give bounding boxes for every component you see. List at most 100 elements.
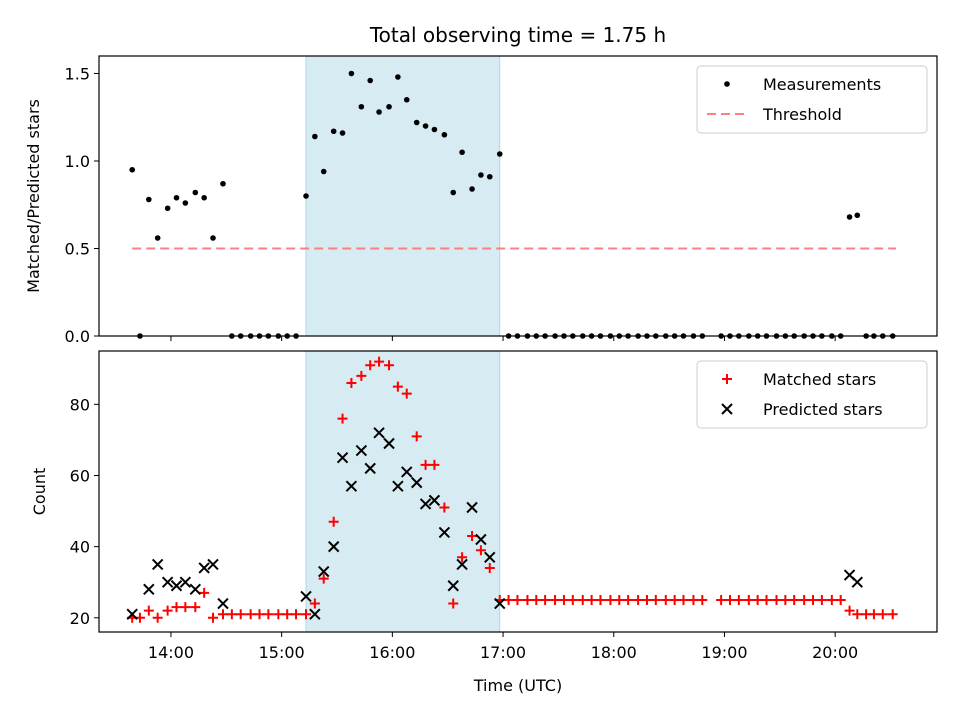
predicted-star-point [189, 583, 202, 596]
matched-star-point [273, 609, 284, 620]
observing-interval-shade [305, 55, 501, 337]
matched-star-point [401, 388, 412, 399]
predicted-star-point [466, 501, 478, 514]
measurement-point [450, 189, 457, 196]
matched-star-point [771, 594, 782, 605]
matched-star-point [420, 459, 431, 470]
matched-star-point [716, 594, 727, 605]
top-panel: 0.0 0.5 1.0 1.5 Matched/Predicted stars Mea… [24, 55, 938, 346]
matched-star-point [291, 609, 302, 620]
predicted-star-point [447, 580, 459, 592]
matched-star-point [761, 594, 772, 605]
predicted-star-point [327, 540, 340, 553]
matched-star-point [743, 594, 754, 605]
predicted-star-point [151, 558, 164, 571]
measurement-point [413, 119, 420, 126]
measurement-point [386, 103, 392, 110]
top-grid-ticks: 0.0 0.5 1.0 1.5 [65, 65, 836, 346]
predicted-star-point [161, 576, 174, 588]
measurement-point [173, 194, 180, 201]
matched-star-point [356, 370, 367, 381]
predicted-star-point [170, 580, 183, 592]
predicted-star-point [438, 526, 451, 539]
predicted-star-point [318, 565, 330, 578]
measurement-point [376, 109, 382, 115]
measurement-point [154, 235, 161, 241]
legend-box [696, 65, 928, 134]
matched-star-point [550, 594, 561, 605]
bottom-plot-frame [98, 350, 938, 633]
matched-star-point [567, 594, 578, 605]
matched-star-point [808, 594, 819, 605]
matched-star-point [346, 378, 357, 389]
predicted-star-point [475, 533, 487, 546]
predicted-star-point [300, 590, 312, 603]
x-tick-label: 15:00 [259, 643, 305, 662]
matched-star-point [448, 598, 459, 609]
predicted-star-point [419, 498, 432, 510]
measurement-point [192, 189, 199, 196]
matched-star-point [780, 594, 791, 605]
matched-star-point [877, 609, 888, 620]
predicted-star-point [392, 480, 404, 492]
matched-star-point [190, 602, 201, 613]
measurement-point [459, 149, 465, 156]
matched-star-point [457, 552, 468, 563]
legend-label: Predicted stars [763, 400, 883, 419]
bottom-legend: Matched stars Predicted stars [696, 360, 928, 429]
matched-star-point [852, 609, 863, 620]
predicted-star-point [143, 583, 155, 596]
x-tick-label: 16:00 [369, 643, 415, 662]
measurement-point [182, 200, 189, 206]
x-tick-label: 17:00 [480, 643, 526, 662]
matched-star-point [623, 594, 634, 605]
matched-star-point [318, 573, 329, 584]
x-tick-label: 18:00 [591, 643, 637, 662]
y-tick-label: 0.5 [65, 240, 90, 259]
measurement-point [431, 126, 438, 133]
matched-star-point [208, 612, 219, 623]
y-tick-label: 60 [70, 466, 90, 485]
predicted-star-point [364, 462, 376, 475]
matched-star-point [143, 605, 154, 616]
matched-star-point [475, 545, 486, 556]
matched-star-point [826, 594, 837, 605]
matched-star-point [512, 594, 523, 605]
predicted-star-point [383, 437, 395, 450]
measurement-point [312, 133, 318, 140]
measurement-point [201, 194, 207, 201]
matched-star-point [887, 609, 898, 620]
matched-star-point [697, 594, 708, 605]
matched-star-point [254, 609, 265, 620]
matched-star-point [429, 459, 440, 470]
y-tick-label: 80 [70, 395, 90, 414]
matched-star-point [392, 381, 403, 392]
matched-star-point [365, 360, 376, 371]
matched-star-point [835, 594, 846, 605]
matched-star-point [577, 594, 588, 605]
legend-box [696, 360, 928, 429]
measurement-point [395, 74, 401, 80]
predicted-star-point [401, 466, 413, 478]
matched-star-point [605, 594, 616, 605]
x-tick-label: 20:00 [812, 643, 858, 662]
legend-label: Matched stars [763, 370, 876, 389]
measurement-point [478, 172, 484, 178]
matched-star-point [328, 516, 339, 527]
matched-star-point [337, 413, 348, 424]
matched-star-point [301, 609, 312, 620]
predicted-star-point [851, 576, 864, 588]
measurement-point [320, 168, 327, 175]
measurement-point [129, 166, 136, 173]
matched-star-point [752, 594, 763, 605]
measurement-point [846, 214, 853, 220]
matched-star-point [678, 594, 689, 605]
predicted-star-point [217, 597, 229, 610]
measurement-point [403, 96, 410, 103]
matched-star-point [650, 594, 661, 605]
legend-dot-swatch [724, 81, 730, 87]
legend-label: Measurements [763, 75, 881, 94]
y-tick-label: 1.5 [65, 65, 90, 84]
y-tick-label: 20 [70, 609, 90, 628]
